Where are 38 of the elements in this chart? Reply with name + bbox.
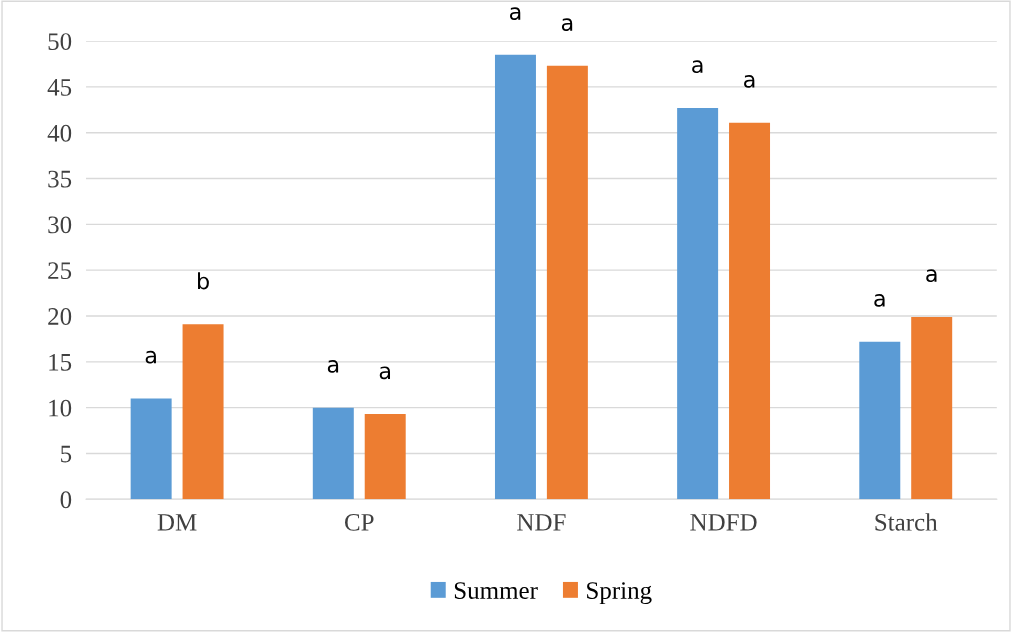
y-tick-label: 40	[47, 124, 72, 142]
data-label: a	[145, 350, 156, 364]
bar	[546, 65, 588, 500]
y-tick-label: 50	[48, 33, 72, 50]
x-tick-label: Starch	[875, 513, 938, 531]
legend-label: Spring	[587, 582, 652, 605]
bar	[312, 407, 354, 500]
x-tick-label: CP	[345, 513, 374, 531]
data-label: b	[198, 272, 209, 290]
x-tick-label: DM	[157, 514, 197, 531]
bar	[859, 341, 901, 500]
bar	[182, 324, 224, 500]
data-label: a	[561, 18, 573, 31]
data-label: a	[926, 269, 937, 283]
data-label: a	[692, 60, 703, 74]
x-tick-label: NDF	[517, 514, 566, 531]
y-tick-label: 30	[48, 216, 72, 234]
data-label: a	[379, 366, 391, 380]
y-tick-label: 25	[48, 262, 72, 280]
data-label: a	[874, 294, 885, 307]
data-label: a	[327, 360, 339, 373]
y-tick-label: 45	[47, 79, 72, 96]
y-tick-label: 35	[48, 170, 72, 188]
bar	[677, 107, 719, 500]
y-tick-label: 0	[60, 491, 72, 509]
y-tick-label: 10	[49, 399, 72, 417]
data-label: a	[744, 75, 755, 88]
data-label: a	[509, 7, 521, 20]
y-tick-label: 15	[49, 353, 72, 371]
bar	[364, 414, 406, 500]
bar	[130, 398, 172, 500]
bar	[729, 122, 771, 500]
bar	[911, 316, 953, 500]
legend-label: Summer	[454, 582, 538, 599]
y-tick-label: 5	[61, 445, 72, 463]
x-tick-label: NDFD	[690, 514, 757, 531]
y-tick-label: 20	[48, 308, 72, 325]
bar	[494, 54, 536, 500]
